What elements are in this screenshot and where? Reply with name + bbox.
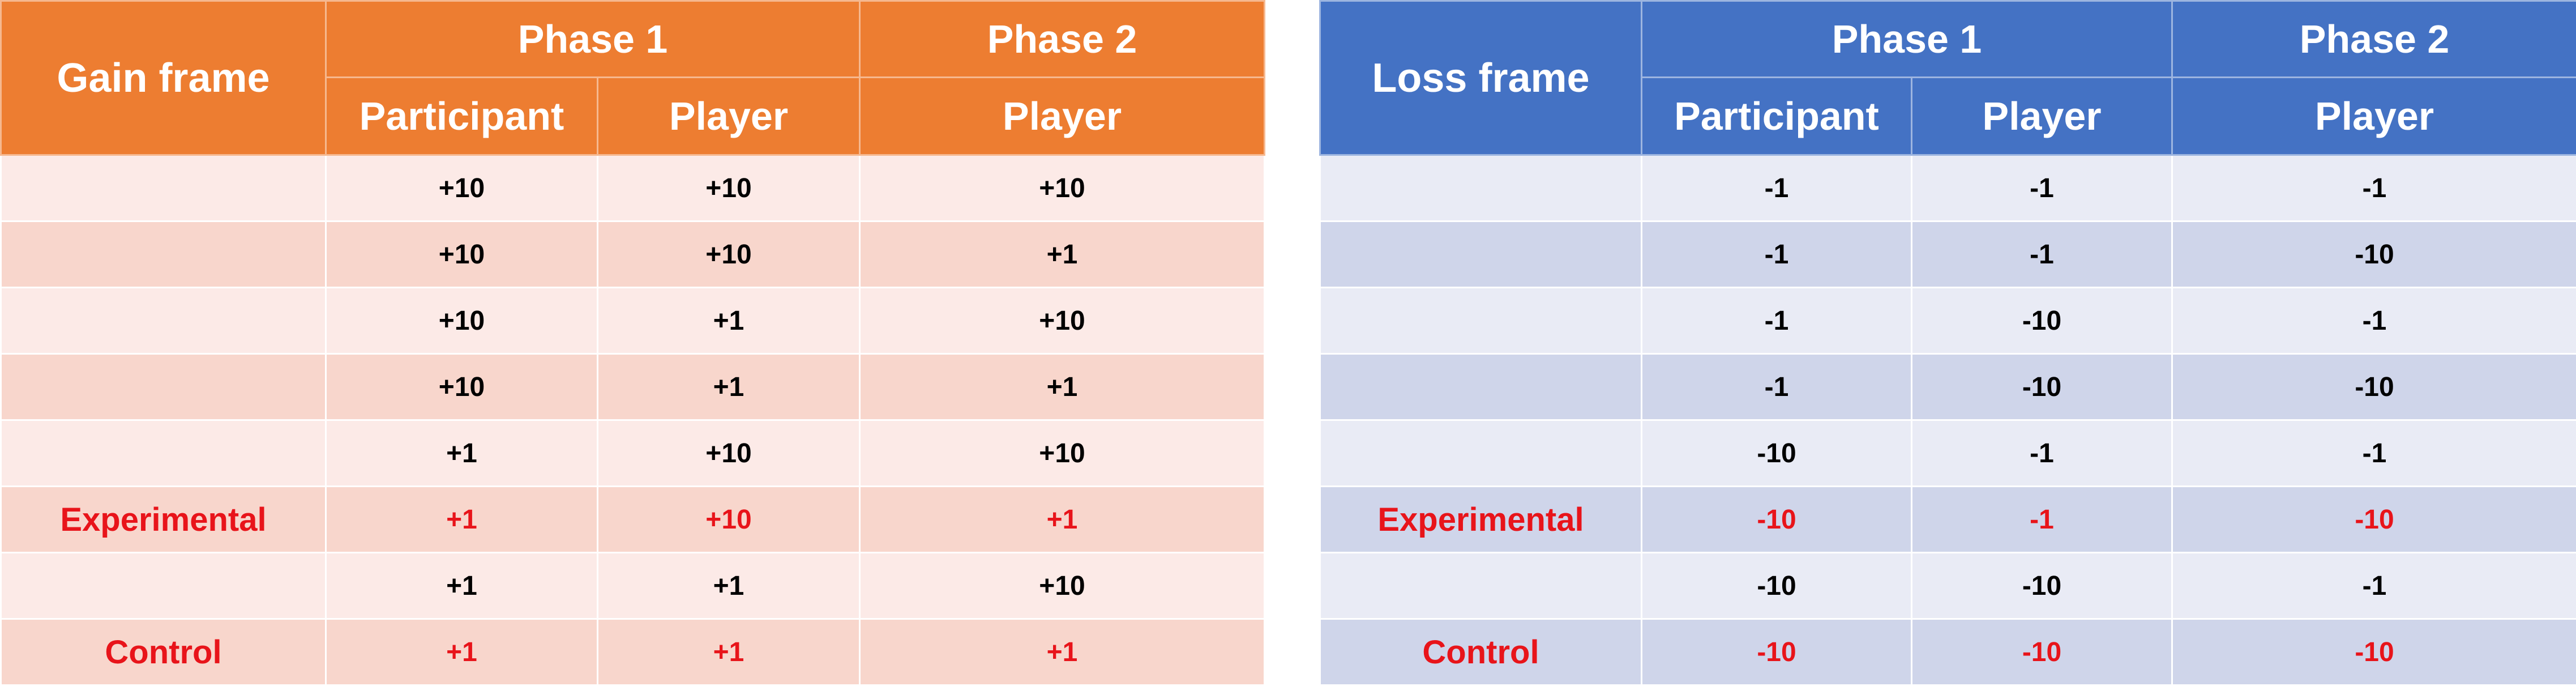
player-value: +10 xyxy=(598,221,860,288)
row-label xyxy=(1320,155,1642,221)
participant-value: -10 xyxy=(1642,420,1912,487)
phase2-player-value: -1 xyxy=(2172,288,2576,354)
row-label xyxy=(1320,420,1642,487)
phase2-player-value: +10 xyxy=(860,553,1265,619)
phase2-player-value: +1 xyxy=(860,221,1265,288)
loss-participant-header: Participant xyxy=(1642,78,1912,155)
table-row: +10 +10 +1 xyxy=(1,221,1265,288)
participant-value: -10 xyxy=(1642,487,1912,553)
phase2-player-value: +1 xyxy=(860,487,1265,553)
phase2-player-value: -1 xyxy=(2172,553,2576,619)
phase2-player-value: +1 xyxy=(860,619,1265,685)
phase2-player-value: +10 xyxy=(860,420,1265,487)
player-value: -10 xyxy=(1912,354,2172,420)
gain-phase2-player-header: Player xyxy=(860,78,1265,155)
participant-value: +1 xyxy=(326,420,598,487)
control-label: Control xyxy=(1,619,326,685)
table-row: -1 -1 -10 xyxy=(1320,221,2576,288)
player-value: +1 xyxy=(598,288,860,354)
row-label xyxy=(1,553,326,619)
loss-phase2-player-header: Player xyxy=(2172,78,2576,155)
table-row: -10 -1 -1 xyxy=(1320,420,2576,487)
row-label xyxy=(1,354,326,420)
row-label xyxy=(1320,221,1642,288)
row-label xyxy=(1,221,326,288)
player-value: -10 xyxy=(1912,288,2172,354)
participant-value: -1 xyxy=(1642,221,1912,288)
phase2-player-value: -10 xyxy=(2172,354,2576,420)
table-row-experimental: Experimental -10 -1 -10 xyxy=(1320,487,2576,553)
table-row-control: Control +1 +1 +1 xyxy=(1,619,1265,685)
participant-value: -1 xyxy=(1642,354,1912,420)
gain-phase2-header: Phase 2 xyxy=(860,1,1265,78)
player-value: -1 xyxy=(1912,221,2172,288)
player-value: +10 xyxy=(598,420,860,487)
row-label xyxy=(1,420,326,487)
table-row: -1 -10 -1 xyxy=(1320,288,2576,354)
table-row-control: Control -10 -10 -10 xyxy=(1320,619,2576,685)
loss-frame-title: Loss frame xyxy=(1320,1,1642,155)
player-value: -1 xyxy=(1912,155,2172,221)
row-label xyxy=(1,288,326,354)
player-value: +1 xyxy=(598,619,860,685)
player-value: +10 xyxy=(598,487,860,553)
table-row-experimental: Experimental +1 +10 +1 xyxy=(1,487,1265,553)
row-label xyxy=(1320,553,1642,619)
participant-value: -10 xyxy=(1642,619,1912,685)
table-row: +10 +10 +10 xyxy=(1,155,1265,221)
phase2-player-value: +10 xyxy=(860,288,1265,354)
gain-frame-title: Gain frame xyxy=(1,1,326,155)
table-row: +10 +1 +1 xyxy=(1,354,1265,420)
table-row: -1 -10 -10 xyxy=(1320,354,2576,420)
row-label xyxy=(1320,354,1642,420)
player-value: +1 xyxy=(598,354,860,420)
row-label xyxy=(1,155,326,221)
loss-phase1-header: Phase 1 xyxy=(1642,1,2172,78)
participant-value: +1 xyxy=(326,619,598,685)
loss-frame-table: Loss frame Phase 1 Phase 2 Participant P… xyxy=(1319,0,2576,686)
gain-frame-table: Gain frame Phase 1 Phase 2 Participant P… xyxy=(0,0,1265,686)
table-row: +1 +1 +10 xyxy=(1,553,1265,619)
participant-value: -1 xyxy=(1642,155,1912,221)
player-value: -1 xyxy=(1912,420,2172,487)
player-value: +1 xyxy=(598,553,860,619)
player-value: -10 xyxy=(1912,619,2172,685)
control-label: Control xyxy=(1320,619,1642,685)
table-row: -1 -1 -1 xyxy=(1320,155,2576,221)
table-row: +10 +1 +10 xyxy=(1,288,1265,354)
gain-player-header: Player xyxy=(598,78,860,155)
player-value: -1 xyxy=(1912,487,2172,553)
phase2-player-value: -1 xyxy=(2172,155,2576,221)
phase2-player-value: +10 xyxy=(860,155,1265,221)
gain-phase1-header: Phase 1 xyxy=(326,1,860,78)
phase2-player-value: -10 xyxy=(2172,221,2576,288)
player-value: -10 xyxy=(1912,553,2172,619)
participant-value: +1 xyxy=(326,553,598,619)
participant-value: -10 xyxy=(1642,553,1912,619)
phase2-player-value: -10 xyxy=(2172,619,2576,685)
participant-value: +10 xyxy=(326,221,598,288)
participant-value: +10 xyxy=(326,155,598,221)
experimental-label: Experimental xyxy=(1,487,326,553)
player-value: +10 xyxy=(598,155,860,221)
participant-value: +1 xyxy=(326,487,598,553)
phase2-player-value: -10 xyxy=(2172,487,2576,553)
phase2-player-value: -1 xyxy=(2172,420,2576,487)
participant-value: -1 xyxy=(1642,288,1912,354)
gain-participant-header: Participant xyxy=(326,78,598,155)
table-row: -10 -10 -1 xyxy=(1320,553,2576,619)
table-row: +1 +10 +10 xyxy=(1,420,1265,487)
experimental-label: Experimental xyxy=(1320,487,1642,553)
row-label xyxy=(1320,288,1642,354)
participant-value: +10 xyxy=(326,288,598,354)
loss-phase2-header: Phase 2 xyxy=(2172,1,2576,78)
participant-value: +10 xyxy=(326,354,598,420)
phase2-player-value: +1 xyxy=(860,354,1265,420)
loss-player-header: Player xyxy=(1912,78,2172,155)
